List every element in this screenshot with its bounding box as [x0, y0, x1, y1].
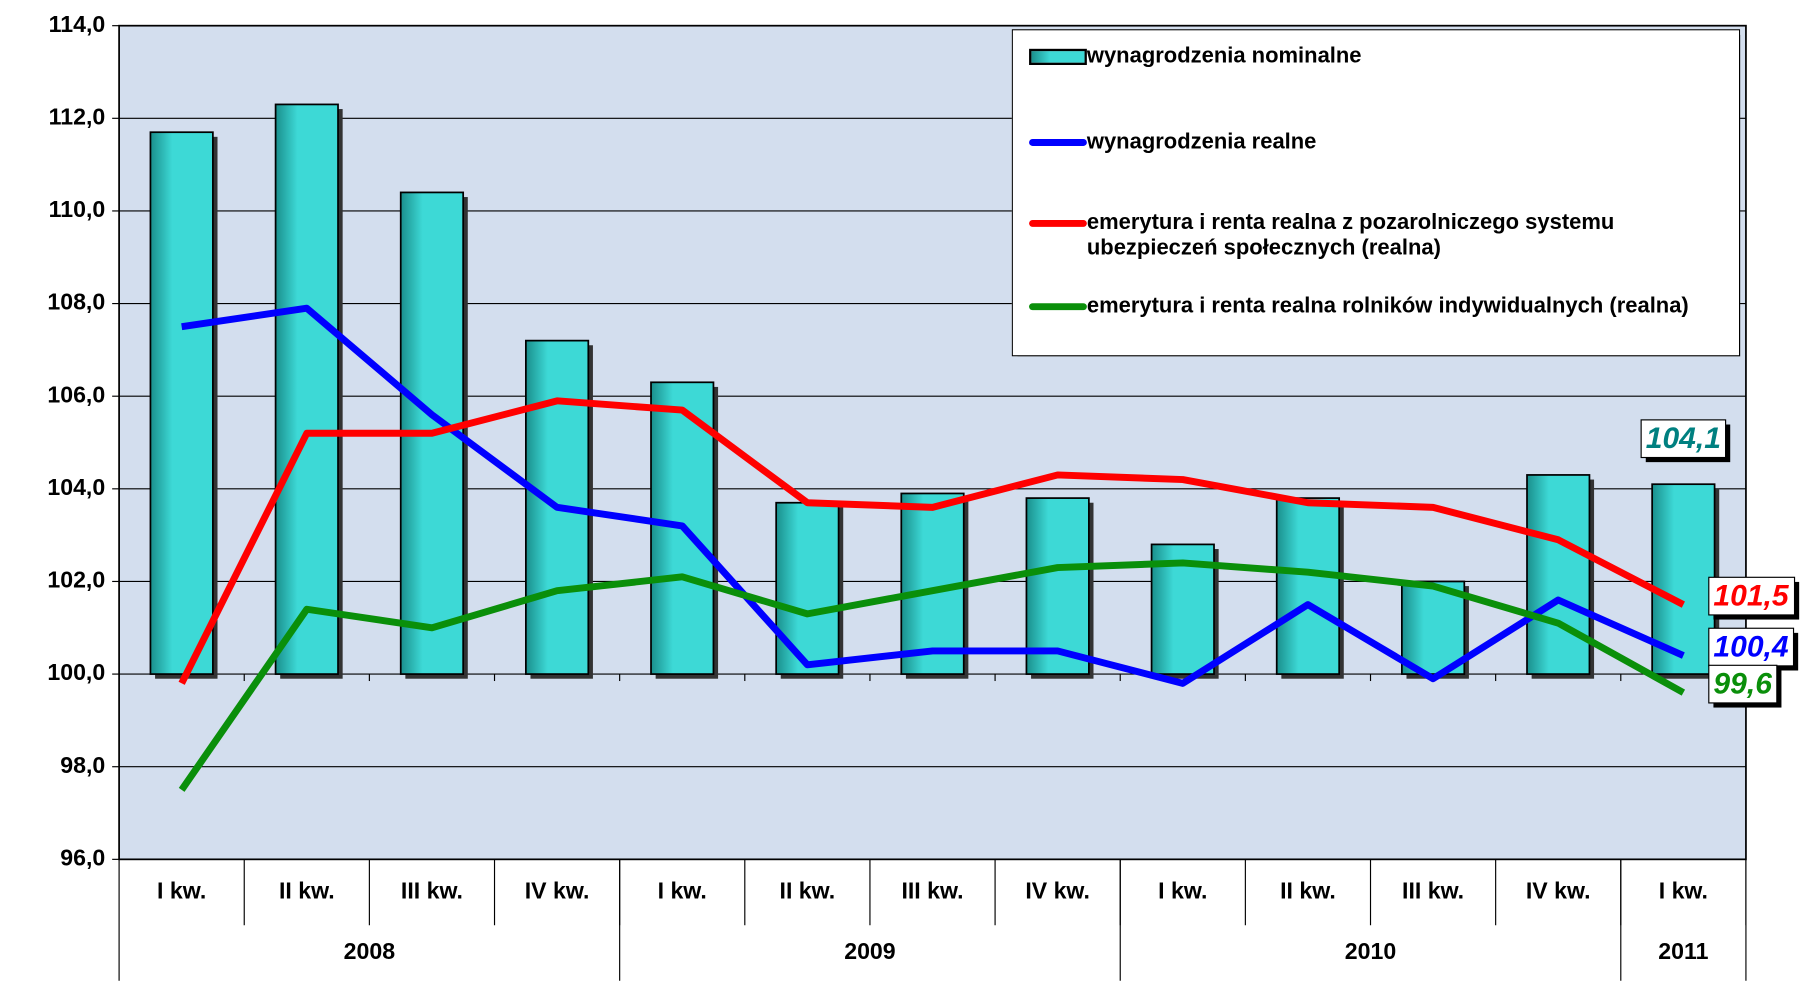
legend-key [1029, 48, 1087, 65]
legend-key [1029, 303, 1087, 311]
x-tick-label: I kw. [1158, 877, 1207, 903]
x-tick-label: III kw. [401, 877, 463, 903]
y-tick-label: 100,0 [47, 659, 105, 685]
group-label: 2008 [344, 938, 396, 964]
x-tick-label: I kw. [157, 877, 206, 903]
legend-item: emerytura i renta realna rolników indywi… [1029, 294, 1727, 319]
x-tick-label: II kw. [1280, 877, 1336, 903]
bar [1526, 474, 1591, 675]
y-tick-label: 96,0 [60, 844, 105, 870]
value-label: 101,5 [1713, 580, 1789, 613]
y-tick-label: 108,0 [47, 289, 105, 315]
bar [1651, 483, 1716, 675]
line-series [178, 559, 1686, 792]
legend-container: wynagrodzenia nominalne wynagrodzenia rea… [1011, 29, 1741, 357]
bar [274, 103, 339, 675]
legend-item: emerytura i renta realna z pozarolniczeg… [1029, 211, 1727, 262]
legend-label: emerytura i renta realna rolników indywi… [1086, 293, 1689, 319]
value-label: 104,1 [1646, 422, 1721, 455]
x-tick-label: II kw. [279, 877, 335, 903]
legend-label: wynagrodzenia nominalne [1086, 44, 1362, 69]
x-tick-label: III kw. [1402, 877, 1464, 903]
legend-item: wynagrodzenia nominalne [1029, 44, 1727, 69]
legend-label: wynagrodzenia realne [1086, 129, 1317, 155]
bar [775, 501, 840, 675]
bar [1400, 580, 1466, 675]
legend: wynagrodzenia nominalne wynagrodzenia rea… [1011, 29, 1741, 357]
value-label-box [1708, 576, 1796, 616]
value-label-group: 101,5 [1708, 576, 1800, 620]
y-tick-label: 98,0 [60, 752, 105, 778]
value-label-group: 99,6 [1708, 664, 1782, 708]
value-label: 100,4 [1713, 631, 1788, 664]
x-tick-label: I kw. [1659, 877, 1708, 903]
y-tick-label: 102,0 [47, 567, 105, 593]
group-label: 2010 [1345, 938, 1396, 964]
x-tick-label: III kw. [901, 877, 963, 903]
y-tick-label: 104,0 [47, 474, 105, 500]
value-label-box [1708, 664, 1778, 704]
value-label-box [1708, 627, 1795, 667]
x-tick-label: IV kw. [525, 877, 590, 903]
y-tick-label: 114,0 [49, 11, 106, 37]
y-tick-label: 106,0 [47, 381, 105, 407]
y-tick-label: 110,0 [49, 196, 106, 222]
value-label-group: 104,1 [1640, 419, 1731, 463]
bar [149, 131, 214, 675]
group-label: 2011 [1658, 938, 1708, 964]
x-tick-label: IV kw. [1526, 877, 1591, 903]
line-series [178, 397, 1685, 685]
line-series [181, 304, 1685, 687]
x-tick-label: II kw. [780, 877, 836, 903]
bar [1275, 497, 1341, 675]
bar [1025, 497, 1090, 675]
legend-label: emerytura i renta realna z pozarolniczeg… [1086, 210, 1615, 261]
legend-key [1029, 219, 1087, 227]
value-label-group: 100,4 [1708, 627, 1799, 671]
legend-item: wynagrodzenia realne [1029, 130, 1727, 155]
x-tick-label: IV kw. [1025, 877, 1090, 903]
x-tick-label: I kw. [658, 877, 707, 903]
value-label-box [1640, 419, 1727, 459]
legend-key [1029, 139, 1087, 146]
value-label: 99,6 [1713, 668, 1772, 701]
group-label: 2009 [844, 938, 895, 964]
y-tick-label: 112,0 [49, 103, 106, 129]
